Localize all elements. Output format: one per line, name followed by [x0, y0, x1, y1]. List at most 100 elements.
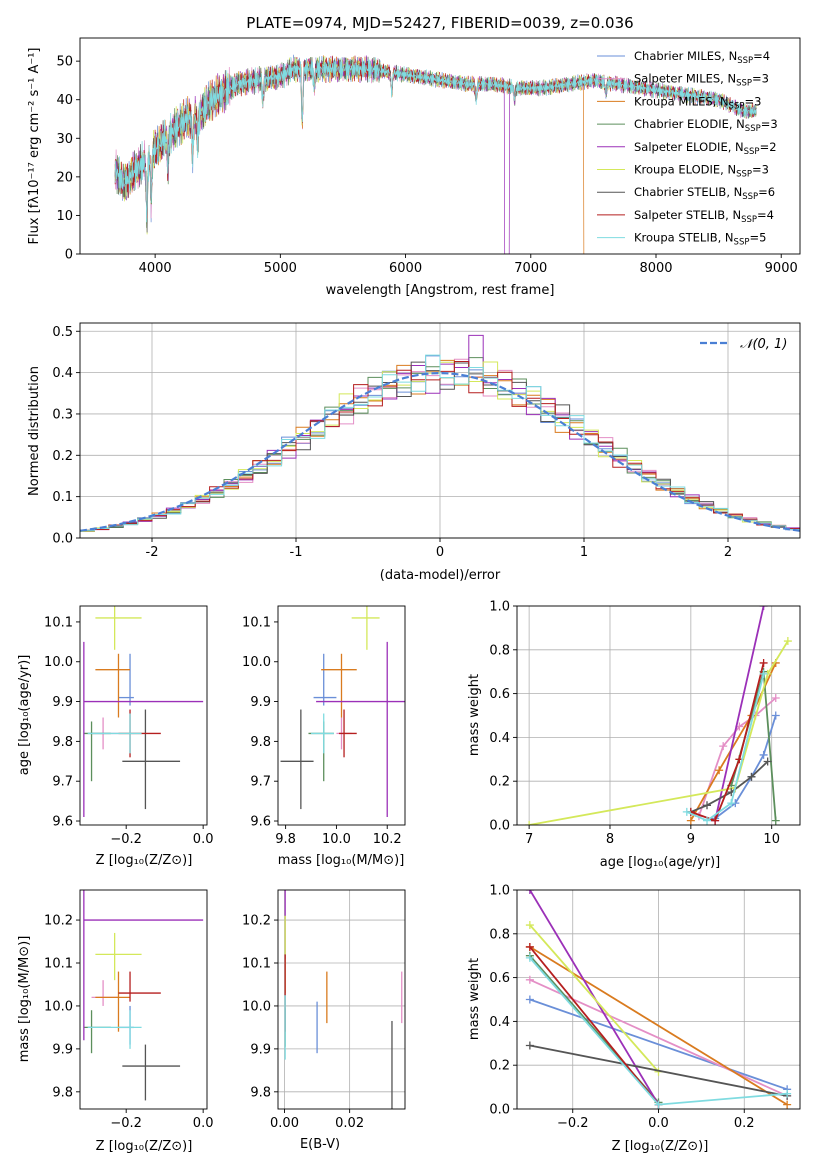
weight-lines	[525, 890, 792, 1109]
weight-line-kroupa-stelib	[686, 673, 765, 822]
weight-vs-metallicity-panel: Z [log₁₀(Z/Z⊙)] mass weight −0.2 0.0 0.2 0.…	[467, 884, 801, 1154]
weight-marker-kroupa-elodie	[783, 637, 792, 646]
y-tick-label: 9.7	[250, 775, 271, 790]
weight-marker-kroupa-stelib	[525, 953, 534, 962]
mass-Z-xlabel: Z [log₁₀(Z/Z⊙)]	[96, 1139, 193, 1154]
legend-label: Salpeter STELIB, NSSP=4	[634, 208, 774, 225]
x-tick-label: 0.0	[193, 832, 214, 847]
y-tick-label: 0.2	[52, 449, 73, 464]
y-tick-label: 0.4	[489, 1015, 510, 1030]
weight-marker-chabrier-stelib	[703, 801, 712, 810]
y-tick-label: 9.9	[52, 1042, 73, 1057]
weight-marker-chabrier-stelib	[525, 1041, 534, 1050]
x-tick-label: 0.0	[193, 1116, 214, 1131]
weight-marker-kroupa-stelib	[759, 669, 768, 678]
x-tick-label: 0.2	[734, 1116, 755, 1131]
spectrum-panel: PLATE=0974, MJD=52427, FIBERID=0039, z=0…	[27, 14, 801, 298]
axes-frame	[79, 322, 801, 539]
y-tick-label: 9.9	[250, 695, 271, 710]
weight-marker-salpeter-miles	[771, 693, 780, 702]
y-tick-label: 10.1	[44, 957, 73, 972]
weight-Z-ylabel: mass weight	[467, 958, 482, 1040]
weight-marker-chabrier-miles	[771, 711, 780, 720]
y-tick-label: 40	[56, 93, 73, 108]
weight-vs-age-panel: age [log₁₀(age/yr)] mass weight 7 8 9 10 0.0…	[467, 600, 801, 870]
weight-marker-kroupa-stelib	[703, 816, 712, 825]
y-tick-label: 10.1	[44, 615, 73, 630]
weight-marker-kroupa-stelib	[727, 799, 736, 808]
error-bars	[280, 606, 405, 818]
y-tick-label: 0.6	[489, 687, 510, 702]
y-tick-label: 1.0	[489, 600, 510, 615]
x-tick-label: -2	[146, 545, 159, 560]
weight-line-chabrier-miles	[529, 998, 788, 1091]
weight-marker-chabrier-stelib	[763, 757, 772, 766]
y-tick-label: 10.1	[242, 957, 271, 972]
x-tick-label: 1	[580, 545, 588, 560]
weight-age-ylabel: mass weight	[467, 674, 482, 756]
y-tick-label: 9.6	[52, 815, 73, 830]
axes-frame	[516, 605, 801, 826]
legend-label: Chabrier ELODIE, NSSP=3	[634, 117, 778, 134]
y-tick-label: 0.0	[489, 819, 510, 834]
mass-ebv-xlabel: E(B-V)	[300, 1137, 340, 1152]
legend-gauss-label: 𝒩(0, 1)	[740, 337, 787, 352]
age-vs-metallicity-panel: Z [log₁₀(Z/Z⊙)] age [log₁₀(age/yr)] −0.2…	[17, 605, 214, 868]
x-tick-label: 0	[436, 545, 444, 560]
weight-marker-chabrier-stelib	[747, 772, 756, 781]
axes-frame	[277, 889, 406, 1110]
x-tick-label: −0.2	[557, 1116, 589, 1131]
x-tick-label: 10.2	[373, 832, 402, 847]
weight-line-chabrier-miles	[714, 715, 777, 820]
legend-label: Kroupa MILES, NSSP=3	[634, 94, 761, 111]
axes-frame	[277, 605, 406, 826]
weight-marker-salpeter-elodie	[525, 890, 534, 894]
axes-frame	[79, 605, 208, 826]
weight-line-salpeter-elodie	[714, 606, 765, 821]
x-tick-label: 0.0	[648, 1116, 669, 1131]
x-tick-label: 8000	[639, 261, 672, 276]
legend-label: Kroupa STELIB, NSSP=5	[634, 231, 766, 248]
weight-marker-salpeter-miles	[525, 975, 534, 984]
weight-line-kroupa-elodie	[528, 640, 789, 825]
spectrum-line-kroupa-stelib	[114, 56, 757, 223]
histogram-kroupa-stelib	[80, 354, 800, 532]
y-tick-label: 30	[56, 132, 73, 147]
weight-marker-kroupa-miles	[783, 1100, 792, 1109]
y-tick-label: 0.4	[52, 366, 73, 381]
weight-marker-kroupa-stelib	[654, 1100, 663, 1109]
residual-histogram-panel: (data-model)/error Normed distribution -…	[27, 322, 801, 583]
y-tick-label: 0.2	[489, 775, 510, 790]
weight-marker-chabrier-elodie	[771, 816, 780, 825]
x-tick-label: 6000	[389, 261, 422, 276]
mass-vs-metallicity-panel: Z [log₁₀(Z/Z⊙)] mass [log₁₀(M/M⊙)] −0.2 0…	[17, 889, 214, 1154]
x-tick-label: 9	[687, 832, 695, 847]
weight-lines	[525, 606, 792, 825]
mass-vs-ebv-panel: E(B-V) 0.00 0.02 9.8 9.9 10.0 10.1 10.2	[242, 889, 406, 1152]
x-tick-label: 0.00	[270, 1116, 299, 1131]
y-tick-label: 0.5	[52, 325, 73, 340]
legend-label: Chabrier MILES, NSSP=4	[634, 49, 770, 66]
weight-marker-kroupa-miles	[686, 816, 695, 825]
y-tick-label: 9.9	[52, 695, 73, 710]
y-tick-label: 10	[56, 209, 73, 224]
weight-marker-salpeter-miles	[719, 742, 728, 751]
x-tick-label: 2	[724, 545, 732, 560]
y-tick-label: 10.0	[44, 655, 73, 670]
x-tick-label: 7	[525, 832, 533, 847]
x-tick-label: 5000	[264, 261, 297, 276]
y-tick-label: 0.3	[52, 407, 73, 422]
y-tick-label: 10.2	[44, 914, 73, 929]
weight-age-xlabel: age [log₁₀(age/yr)]	[600, 855, 721, 870]
y-tick-label: 9.9	[250, 1042, 271, 1057]
y-tick-label: 0.4	[489, 731, 510, 746]
spectrum-lines	[114, 54, 757, 254]
x-tick-label: 9.8	[275, 832, 296, 847]
y-tick-label: 0.6	[489, 971, 510, 986]
y-tick-label: 10.0	[242, 999, 271, 1014]
weight-line-chabrier-stelib	[529, 1044, 788, 1097]
weight-line-salpeter-stelib	[690, 662, 765, 822]
residuals-xlabel: (data-model)/error	[380, 568, 501, 583]
y-tick-label: 9.8	[250, 735, 271, 750]
